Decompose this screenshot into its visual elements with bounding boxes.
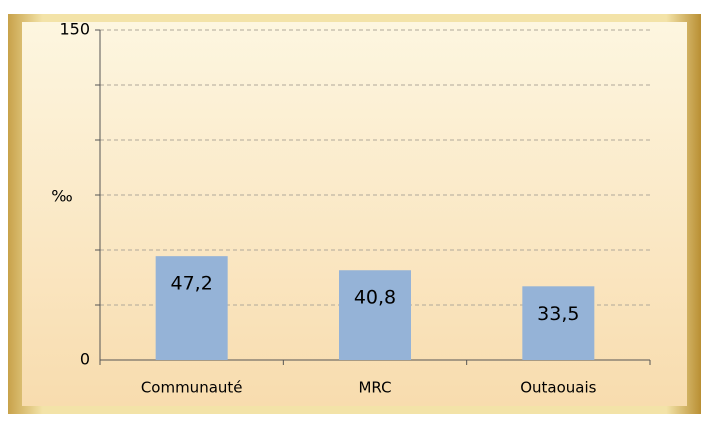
value-label: 47,2 [171,273,213,295]
x-tick-label: Communauté [141,379,243,397]
y-tick-label: 0 [80,350,90,369]
bar [339,270,411,360]
y-axis-label: ‰ [51,187,72,206]
value-label: 33,5 [537,303,579,325]
value-label: 40,8 [354,287,396,309]
bar [155,256,228,360]
y-tick-label: 150 [59,20,90,39]
x-tick-label: Outaouais [520,379,596,397]
bar [522,286,595,360]
x-tick-label: MRC [358,379,391,397]
